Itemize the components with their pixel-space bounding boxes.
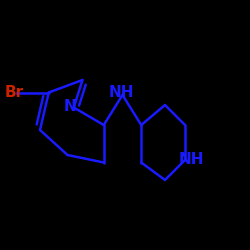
Text: NH: NH [108,85,134,100]
Text: N: N [64,99,76,114]
Text: Br: Br [4,85,23,100]
Text: NH: NH [178,152,204,168]
